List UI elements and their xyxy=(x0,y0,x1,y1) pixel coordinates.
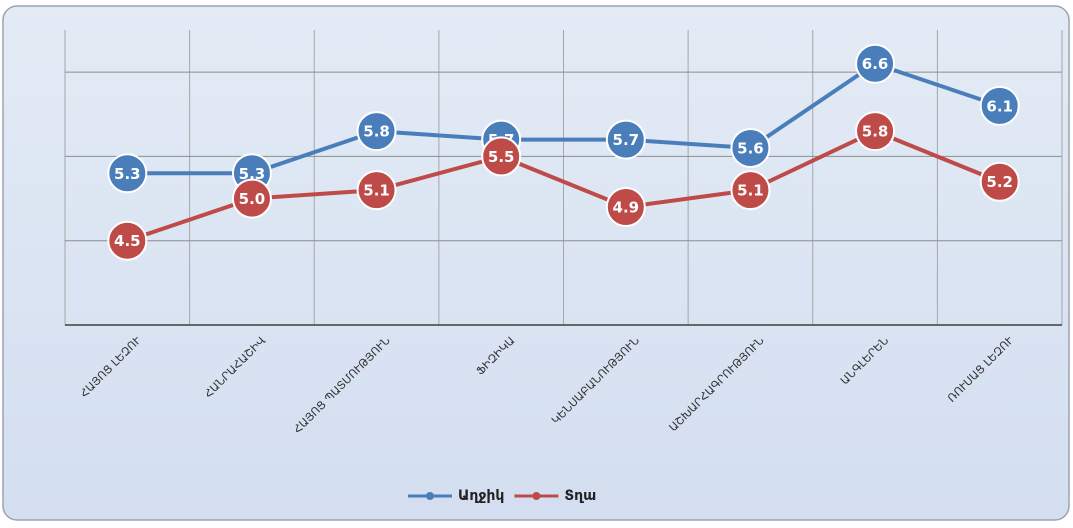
marker xyxy=(730,128,771,168)
marker xyxy=(356,111,397,152)
legend-label: Տղա xyxy=(564,488,596,504)
data-label: 4.9 xyxy=(613,199,640,217)
marker xyxy=(855,43,896,84)
data-label: 6.6 xyxy=(862,55,889,73)
marker xyxy=(605,119,646,160)
data-label: 5.0 xyxy=(239,190,266,208)
line xyxy=(126,128,1001,243)
data-label: 6.1 xyxy=(986,97,1013,115)
marker xyxy=(730,170,771,211)
legend-marker xyxy=(426,492,434,500)
data-label: 5.3 xyxy=(114,165,141,183)
marker xyxy=(356,170,397,211)
data-label: 5.8 xyxy=(363,123,390,141)
marker xyxy=(231,178,272,219)
data-label: 5.8 xyxy=(862,123,889,141)
marker xyxy=(107,220,148,261)
data-label: 5.3 xyxy=(239,165,266,183)
data-label: 5.7 xyxy=(613,131,640,149)
legend-label: Աղջիկ xyxy=(458,488,504,504)
marker xyxy=(605,187,646,227)
line xyxy=(127,61,1001,176)
marker xyxy=(855,111,896,152)
chart-background xyxy=(2,5,1070,521)
data-label: 4.5 xyxy=(114,232,141,250)
data-label: 5.2 xyxy=(986,173,1013,191)
data-label: 5.1 xyxy=(363,182,390,200)
data-label: 5.5 xyxy=(488,148,515,166)
marker xyxy=(979,85,1020,126)
legend-marker xyxy=(532,492,541,500)
marker xyxy=(481,136,522,177)
marker xyxy=(979,161,1020,202)
data-label: 5.6 xyxy=(737,140,764,158)
data-label: 5.1 xyxy=(737,182,764,200)
marker xyxy=(107,153,148,194)
